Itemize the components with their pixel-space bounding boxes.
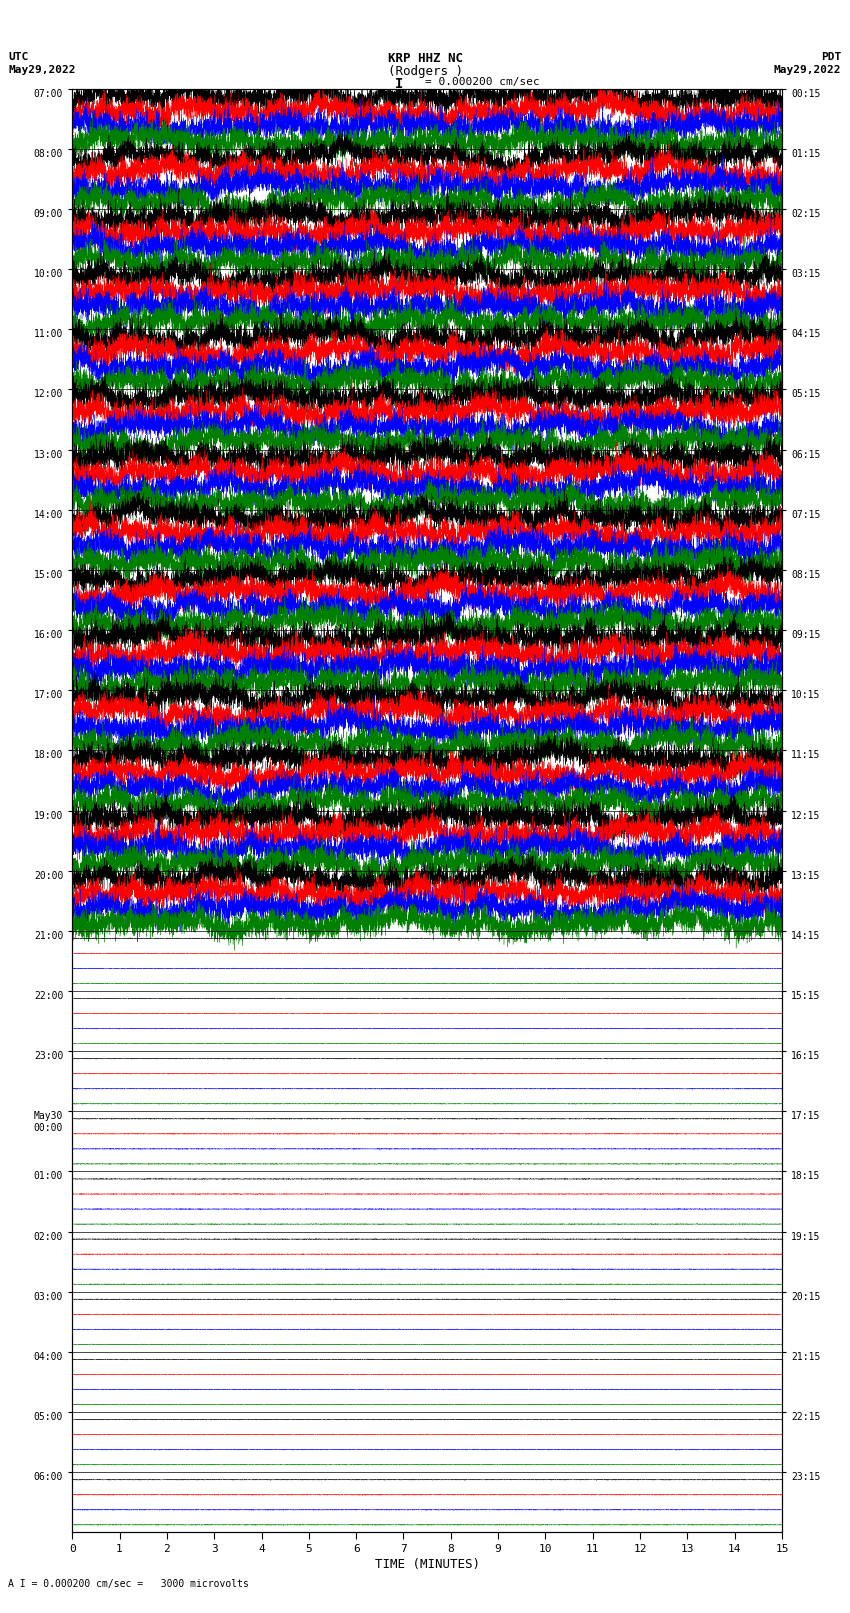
X-axis label: TIME (MINUTES): TIME (MINUTES) [375, 1558, 479, 1571]
Text: I: I [395, 77, 404, 92]
Text: KRP HHZ NC: KRP HHZ NC [388, 52, 462, 65]
Text: PDT: PDT [821, 52, 842, 61]
Text: = 0.000200 cm/sec: = 0.000200 cm/sec [425, 77, 540, 87]
Text: (Rodgers ): (Rodgers ) [388, 65, 462, 77]
Text: May29,2022: May29,2022 [774, 65, 842, 74]
Text: May29,2022: May29,2022 [8, 65, 76, 74]
Text: UTC: UTC [8, 52, 29, 61]
Text: A I = 0.000200 cm/sec =   3000 microvolts: A I = 0.000200 cm/sec = 3000 microvolts [8, 1579, 249, 1589]
